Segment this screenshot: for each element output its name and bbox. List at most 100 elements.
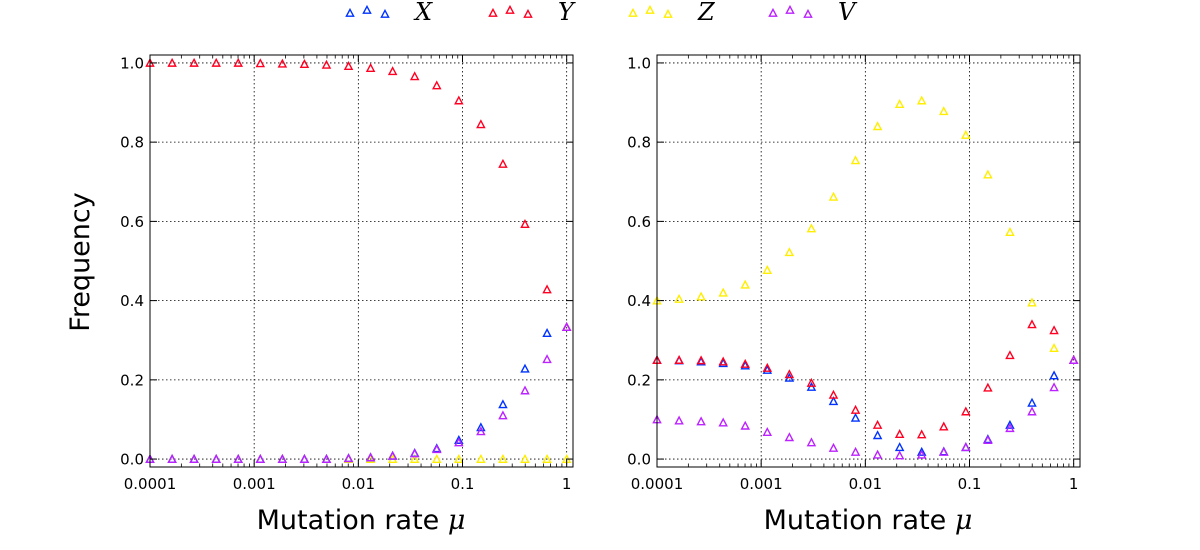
- tick-labels: 0.0001 0.001 0.01 0.1 1 0.0 0.2 0.4 0.6 0.8 1.0: [120, 54, 571, 493]
- plot-frame: [149, 54, 574, 468]
- legend-marker: [645, 4, 655, 14]
- right-panel: 0.0001 0.001 0.01 0.1 1 0.0 0.2 0.4 0.6 0.8 1.0: [627, 54, 1081, 493]
- x-tick-label: 0.01: [849, 475, 882, 493]
- y-tick-label: 0.8: [627, 134, 651, 152]
- point-Y: [696, 355, 706, 365]
- point-X: [894, 442, 905, 452]
- left-panel: 0.0001 0.001 0.01 0.1 1 0.0 0.2 0.4 0.6 0.8 1.0: [120, 54, 574, 493]
- y-tick-label: 1.0: [627, 54, 651, 72]
- point-V: [983, 434, 993, 444]
- point-Y: [520, 219, 530, 229]
- x-tick-label: 1: [562, 475, 572, 493]
- point-V: [1027, 406, 1037, 416]
- point-Y: [916, 429, 927, 439]
- point-Y: [277, 58, 288, 68]
- point-Y: [674, 354, 684, 364]
- point-Z: [1027, 297, 1037, 307]
- point-Z: [454, 453, 464, 463]
- point-V: [476, 426, 486, 436]
- point-Y: [1049, 325, 1059, 335]
- point-X: [718, 358, 728, 368]
- legend-label: Z: [697, 0, 716, 26]
- point-V: [498, 410, 508, 420]
- point-X: [542, 328, 552, 337]
- point-Y: [211, 57, 221, 67]
- y-axis-label: Frequency: [65, 192, 96, 332]
- point-V: [233, 453, 243, 463]
- point-V: [189, 453, 199, 463]
- point-Y: [454, 95, 464, 105]
- point-Y: [718, 356, 728, 366]
- point-V: [961, 442, 971, 452]
- point-V: [916, 449, 927, 459]
- legend-marker: [505, 4, 515, 14]
- point-Z: [409, 453, 420, 463]
- point-X: [850, 412, 861, 422]
- point-V: [740, 420, 750, 430]
- series-Z: [652, 95, 1079, 364]
- x-axis-label-right: Mutation rate μ: [764, 505, 973, 536]
- point-Y: [343, 60, 354, 70]
- point-Y: [872, 419, 883, 429]
- point-V: [255, 453, 266, 463]
- y-tick-label: 0.2: [120, 371, 144, 389]
- point-V: [762, 427, 773, 437]
- legend-marker: [785, 4, 795, 14]
- grid: [656, 55, 1080, 467]
- point-Y: [431, 80, 442, 90]
- y-tick-label: 0.8: [120, 134, 144, 152]
- point-X: [1005, 419, 1015, 429]
- mu-symbol: μ: [448, 505, 466, 536]
- point-V: [299, 453, 310, 463]
- point-Z: [806, 223, 817, 233]
- point-Y: [498, 158, 508, 168]
- grid: [149, 55, 573, 467]
- point-Z: [961, 129, 971, 139]
- point-V: [872, 449, 883, 459]
- point-Y: [299, 59, 310, 69]
- legend-label: X: [413, 0, 433, 26]
- point-X: [520, 363, 530, 373]
- point-V: [542, 354, 552, 364]
- x-tick-label: 0.1: [451, 475, 475, 493]
- y-tick-label: 0.4: [627, 292, 651, 310]
- tick-marks: [656, 55, 1080, 467]
- point-X: [1027, 397, 1037, 407]
- point-X: [476, 422, 486, 432]
- point-Y: [365, 62, 376, 72]
- point-Y: [850, 404, 861, 414]
- point-V: [277, 453, 288, 463]
- legend-marker: [523, 8, 533, 18]
- point-X: [454, 434, 464, 444]
- point-X: [916, 446, 927, 456]
- point-Y: [321, 59, 332, 69]
- point-X: [828, 396, 839, 406]
- point-Z: [520, 453, 530, 463]
- point-Z: [674, 293, 684, 303]
- point-X: [762, 364, 773, 374]
- legend-marker: [768, 7, 778, 17]
- point-V: [520, 385, 530, 395]
- point-Z: [938, 106, 949, 116]
- legend-marker: [345, 7, 355, 17]
- point-Z: [850, 155, 861, 165]
- legend-marker: [362, 4, 372, 14]
- point-Z: [828, 191, 839, 201]
- x-tick-label: 0.001: [740, 475, 783, 493]
- legend-item-Y: Y: [488, 0, 576, 26]
- point-Y: [476, 119, 486, 129]
- point-V: [454, 437, 464, 447]
- point-Y: [740, 358, 750, 368]
- point-Y: [189, 57, 199, 67]
- legend-marker: [663, 8, 673, 18]
- point-X: [872, 430, 883, 440]
- point-Y: [784, 369, 795, 379]
- y-tick-label: 0.0: [627, 451, 651, 469]
- point-V: [211, 453, 221, 463]
- series-V: [652, 354, 1079, 460]
- series-Y: [145, 57, 572, 332]
- legend-item-X: X: [345, 0, 433, 26]
- point-Z: [983, 169, 993, 179]
